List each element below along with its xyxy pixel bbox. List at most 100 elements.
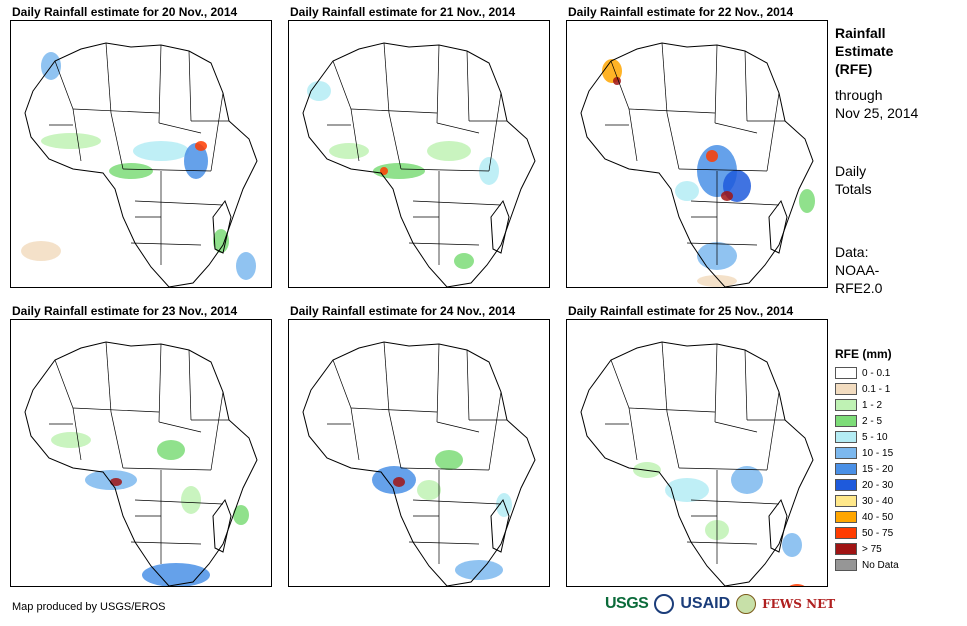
- country-border: [436, 343, 440, 423]
- country-border: [134, 200, 224, 206]
- country-border: [72, 108, 160, 114]
- country-border: [686, 242, 758, 246]
- country-border: [666, 112, 680, 170]
- africa-coastline: [24, 341, 258, 586]
- legend-label: 30 - 40: [862, 495, 894, 507]
- legend-swatch: [835, 367, 857, 379]
- country-border: [744, 349, 748, 421]
- country-border: [400, 467, 490, 471]
- rainfall-blob: [731, 466, 763, 494]
- country-border: [130, 242, 202, 246]
- through-label: through: [835, 87, 883, 103]
- fews-net-logo: FEWS NET: [762, 597, 836, 611]
- legend-label: > 75: [862, 543, 882, 555]
- legend-item: > 75: [835, 541, 899, 557]
- data-source-line: RFE2.0: [835, 280, 883, 296]
- rainfall-blob: [233, 505, 249, 525]
- data-source-line: Data:: [835, 244, 869, 260]
- country-border: [122, 168, 212, 172]
- country-border: [350, 108, 438, 114]
- country-border: [436, 44, 440, 124]
- rainfall-map: [566, 20, 828, 288]
- usgs-logo: USGS: [605, 595, 649, 612]
- country-border: [400, 168, 490, 172]
- africa-map: [24, 341, 258, 586]
- country-border: [488, 92, 502, 172]
- country-border: [188, 50, 192, 122]
- rainfall-blob: [455, 560, 503, 580]
- country-border: [678, 168, 768, 172]
- madagascar-outline: [212, 498, 232, 553]
- rainfall-blob: [782, 533, 802, 557]
- panel-22-nov: Daily Rainfall estimate for 22 Nov., 201…: [566, 4, 828, 288]
- legend-label: 0 - 0.1: [862, 367, 891, 379]
- panel-title: Daily Rainfall estimate for 20 Nov., 201…: [12, 5, 238, 19]
- country-border: [110, 411, 124, 469]
- country-border: [72, 407, 160, 413]
- country-border: [158, 421, 202, 433]
- country-border: [383, 341, 390, 413]
- legend-item: 20 - 30: [835, 477, 899, 493]
- rainfall-blob: [21, 241, 61, 261]
- totals-line: Daily: [835, 163, 867, 179]
- through-date-value: Nov 25, 2014: [835, 105, 919, 121]
- product-title-line: Estimate: [835, 43, 894, 59]
- legend-label: 10 - 15: [862, 447, 894, 459]
- madagascar-outline: [768, 498, 788, 553]
- data-source-line: NOAA-: [835, 262, 880, 278]
- country-border: [666, 411, 680, 469]
- country-border: [766, 391, 780, 471]
- country-border: [686, 541, 758, 545]
- country-border: [105, 42, 112, 114]
- legend-item: 1 - 2: [835, 397, 899, 413]
- country-border: [134, 499, 224, 505]
- legend-rows: 0 - 0.1 0.1 - 1 1 - 2 2 - 5 5 - 10 10 - 15 15 …: [835, 365, 899, 573]
- country-border: [466, 50, 470, 122]
- product-title-line: (RFE): [835, 61, 873, 77]
- panel-20-nov: Daily Rainfall estimate for 20 Nov., 201…: [10, 4, 272, 288]
- country-border: [210, 391, 224, 471]
- product-title-line: Rainfall: [835, 25, 886, 41]
- rainfall-field: [602, 59, 815, 287]
- country-border: [628, 108, 716, 114]
- country-border: [158, 44, 162, 124]
- country-border: [122, 467, 212, 471]
- country-border: [714, 44, 718, 124]
- rainfall-blob: [184, 143, 208, 179]
- country-border: [610, 359, 638, 461]
- panel-title: Daily Rainfall estimate for 25 Nov., 201…: [568, 304, 794, 318]
- country-border: [158, 343, 162, 423]
- rainfall-blob: [721, 191, 733, 201]
- rainfall-blob: [133, 141, 189, 161]
- legend-swatch: [835, 447, 857, 459]
- rainfall-blob: [380, 167, 388, 175]
- africa-map: [302, 341, 536, 586]
- rainfall-blob: [706, 150, 718, 162]
- rainfall-blob: [329, 143, 369, 159]
- legend-swatch: [835, 463, 857, 475]
- madagascar-outline: [490, 199, 510, 254]
- legend-swatch: [835, 399, 857, 411]
- panel-title: Daily Rainfall estimate for 23 Nov., 201…: [12, 304, 238, 318]
- rainfall-field: [51, 432, 249, 586]
- legend-item: 50 - 75: [835, 525, 899, 541]
- country-border: [678, 467, 768, 471]
- madagascar-outline: [490, 498, 510, 553]
- legend-label: 50 - 75: [862, 527, 894, 539]
- legend-label: No Data: [862, 559, 899, 571]
- rainfall-map: [288, 20, 550, 288]
- country-border: [110, 112, 124, 170]
- country-border: [350, 407, 438, 413]
- legend-item: 0.1 - 1: [835, 381, 899, 397]
- totals-line: Totals: [835, 181, 872, 197]
- country-border: [436, 122, 480, 134]
- legend-swatch: [835, 527, 857, 539]
- legend-label: 15 - 20: [862, 463, 894, 475]
- madagascar-outline: [212, 199, 232, 254]
- rainfall-blob: [435, 450, 463, 470]
- rainfall-map: [10, 319, 272, 587]
- country-border: [105, 341, 112, 413]
- legend-label: 1 - 2: [862, 399, 883, 411]
- country-border: [383, 42, 390, 114]
- through-date: through Nov 25, 2014: [835, 86, 918, 122]
